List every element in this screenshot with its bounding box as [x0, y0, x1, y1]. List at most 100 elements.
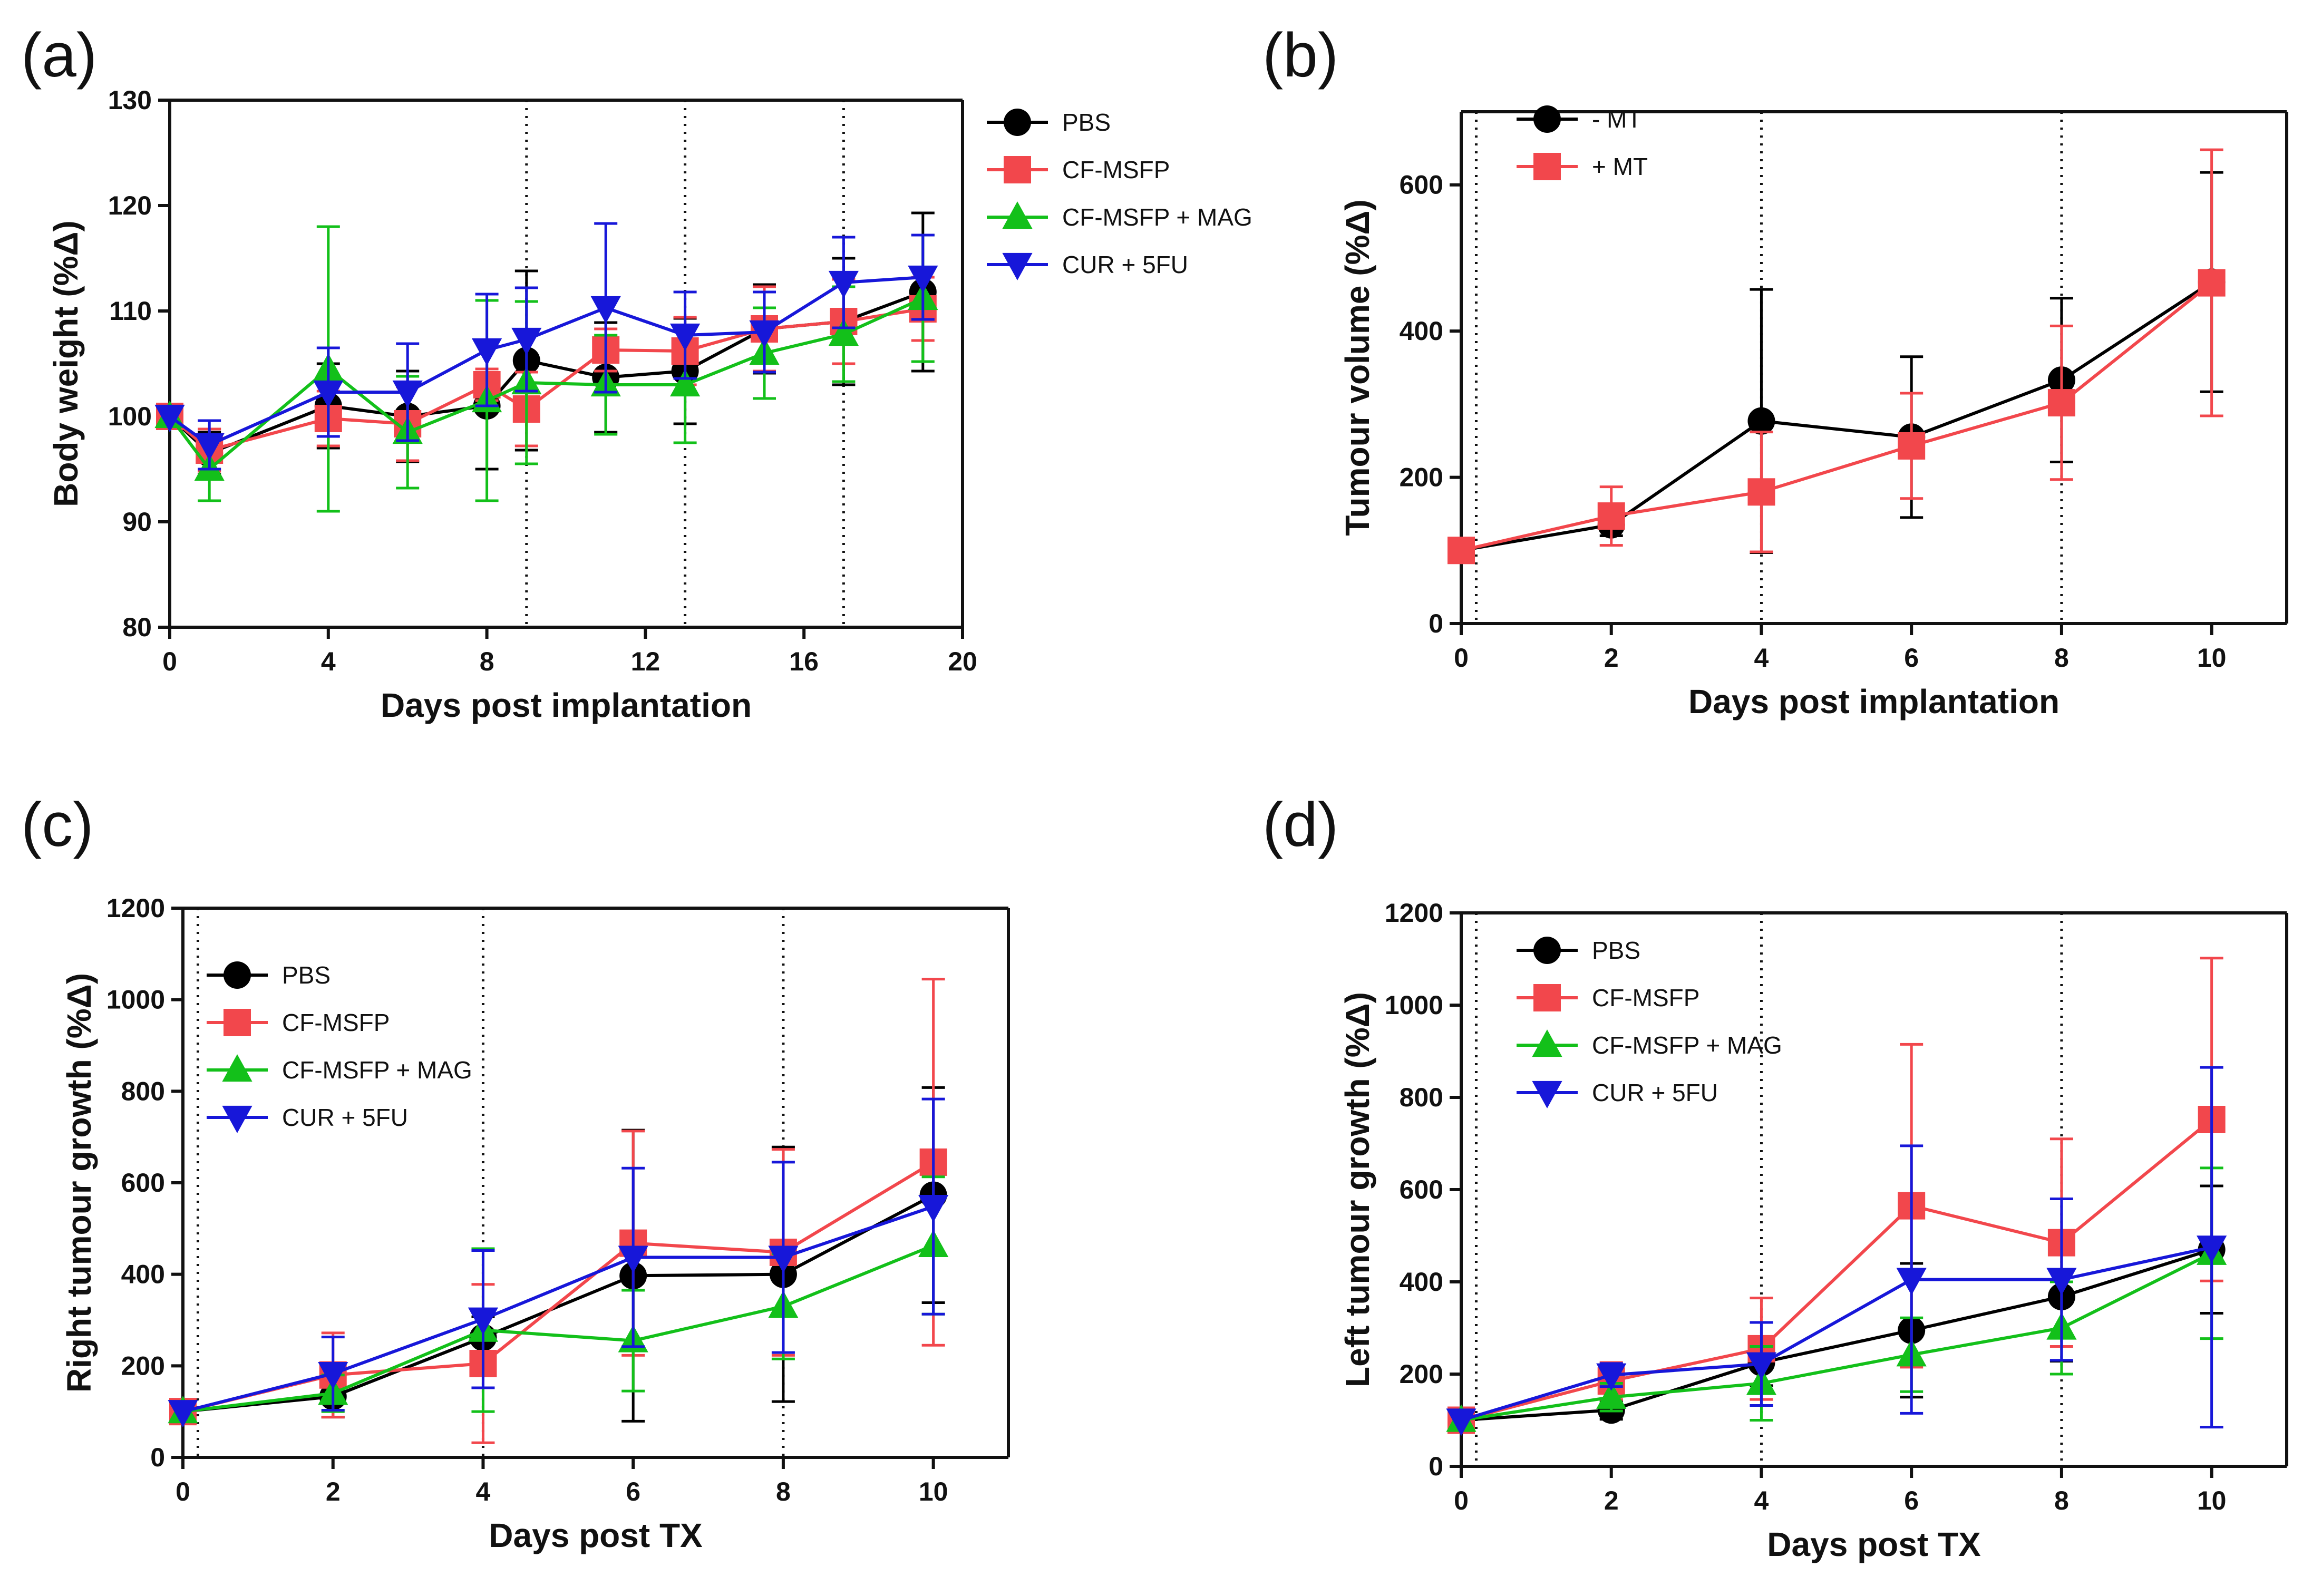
panel-b-y-tick-label: 200: [1400, 463, 1443, 492]
panel-c-legend-label: CF-MSFP: [282, 1009, 390, 1036]
panel-b-legend-marker: [1533, 105, 1561, 133]
panel-d-x-tick-label: 10: [2197, 1486, 2227, 1515]
panel-b-x-tick-label: 8: [2054, 643, 2069, 673]
panel-c-legend-entry: PBS: [207, 961, 331, 989]
panel-a-legend-marker: [1002, 201, 1033, 229]
panel-d-x-tick-label: 2: [1604, 1486, 1619, 1515]
panel-d-series-line: [1461, 1118, 2213, 1422]
panel-c-series-line: [182, 1205, 934, 1414]
panel-a-legend-label: CF-MSFP + MAG: [1062, 203, 1252, 231]
panel-d-legend-marker: [1532, 1081, 1562, 1108]
panel-b-data-point: [1448, 537, 1475, 565]
panel-c-x-axis-title: Days post TX: [489, 1516, 703, 1554]
panel-c-x-tick-label: 0: [176, 1477, 190, 1506]
panel-d-x-tick-label: 4: [1754, 1486, 1769, 1515]
panel-d-series-line: [1461, 1245, 2212, 1422]
panel-d-letter: (d): [1262, 790, 1338, 860]
panel-b-x-tick-label: 4: [1754, 643, 1769, 673]
panel-d-data-point: [1896, 1268, 1927, 1296]
panel-b-x-tick-label: 10: [2197, 643, 2227, 673]
panel-b-x-tick-label: 6: [1904, 643, 1919, 673]
panel-c-legend-entry: CF-MSFP + MAG: [207, 1054, 472, 1084]
panel-c-data-point: [168, 1400, 198, 1428]
panel-a-y-axis-title: Body weight (%Δ): [47, 220, 85, 507]
panel-c-legend-marker: [224, 1009, 251, 1036]
panel-c-x-tick-label: 2: [326, 1477, 341, 1506]
panel-d-legend-entry: CUR + 5FU: [1517, 1079, 1718, 1108]
panel-b-series-line: [1461, 280, 2213, 552]
panel-b-data-point: [2198, 269, 2226, 297]
panel-d-y-tick-label: 800: [1400, 1083, 1443, 1112]
panel-b-y-tick-label: 400: [1400, 316, 1443, 346]
panel-a-data-point: [511, 327, 542, 355]
panel-d-series-line: [1461, 1252, 2212, 1422]
panel-a-data-point: [670, 323, 701, 351]
panel-b-legend-label: + MT: [1592, 153, 1648, 180]
panel-c-y-tick-label: 1200: [106, 893, 165, 923]
panel-a-x-tick-label: 16: [789, 647, 819, 676]
panel-c-y-tick-label: 400: [121, 1260, 165, 1289]
panel-c-x-tick-label: 6: [626, 1477, 640, 1506]
panel-a-x-tick-label: 12: [631, 647, 660, 676]
panel-a-data-point: [908, 265, 938, 293]
chart-panel-d: (d) 0 2 4 6 8 10 0 200 400 600 800 1000 1200 Days pos…: [1262, 790, 2288, 1563]
chart-panel-a: (a) 0 4 8 12 16 20 80 90 100 110 120 130 Days post i…: [21, 21, 1252, 724]
panel-a-legend-entry: CF-MSFP + MAG: [987, 201, 1252, 231]
panel-c-legend-marker: [222, 1105, 252, 1133]
panel-c-data-point: [768, 1245, 799, 1273]
panel-a-legend-entry: CF-MSFP: [987, 156, 1170, 183]
panel-a-x-tick-label: 4: [321, 647, 336, 676]
panel-d-legend-marker: [1533, 984, 1561, 1011]
panel-a-y-tick-label: 120: [108, 191, 152, 220]
panel-d-legend-label: CF-MSFP: [1592, 984, 1699, 1011]
panel-d-x-tick-label: 0: [1454, 1486, 1469, 1515]
panel-d-y-tick-label: 0: [1429, 1452, 1443, 1481]
panel-a-x-tick-label: 20: [948, 647, 977, 676]
panel-c-data-point: [468, 1307, 499, 1335]
panel-d-legend-entry: CF-MSFP: [1517, 984, 1699, 1011]
panel-c-x-tick-label: 4: [476, 1477, 491, 1506]
panel-c-y-axis-title: Right tumour growth (%Δ): [60, 973, 98, 1393]
panel-b-data-point: [2047, 389, 2075, 417]
panel-a-y-tick-label: 90: [122, 507, 152, 537]
panel-d-series-line: [1461, 1248, 2212, 1422]
panel-d-legend-marker: [1533, 937, 1561, 964]
panel-a-x-tick-label: 8: [480, 647, 494, 676]
panel-d-legend-entry: PBS: [1517, 937, 1640, 964]
panel-d-data-point: [1596, 1363, 1627, 1391]
panel-a-letter: (a): [21, 21, 97, 90]
panel-c-y-tick-label: 600: [121, 1168, 165, 1198]
panel-b-letter: (b): [1262, 21, 1338, 90]
panel-c-series-line: [182, 1193, 935, 1414]
panel-a-data-point: [828, 318, 859, 346]
panel-a-y-tick-label: 110: [109, 296, 152, 326]
panel-b-y-tick-label: 600: [1400, 170, 1443, 200]
panel-b-x-tick-label: 0: [1454, 643, 1469, 673]
panel-b-data-point: [1898, 432, 1926, 460]
panel-d-x-axis-title: Days post TX: [1767, 1525, 1981, 1563]
panel-c-series-cur-5fu: [168, 1097, 949, 1428]
panel-d-y-tick-label: 1000: [1385, 990, 1443, 1020]
panel-b-data-point: [1747, 407, 1775, 435]
panel-a-legend-label: PBS: [1062, 109, 1111, 136]
panel-a-data-point: [749, 320, 780, 348]
panel-c-legend-label: CUR + 5FU: [282, 1104, 408, 1131]
panel-d-data-point: [1596, 1381, 1627, 1409]
panel-b-y-tick-label: 0: [1429, 609, 1443, 638]
panel-c-data-point: [918, 1195, 949, 1223]
panel-a-legend-marker: [1004, 156, 1031, 183]
panel-a-data-point: [828, 270, 859, 298]
panel-c-legend-entry: CF-MSFP: [207, 1009, 390, 1036]
panel-b-data-point: [1597, 502, 1625, 530]
panel-c-y-tick-label: 200: [121, 1351, 165, 1380]
panel-d-data-point: [2197, 1235, 2227, 1263]
panel-b-legend-label: - MT: [1592, 105, 1642, 133]
panel-a-series-cur-5fu: [154, 222, 938, 471]
panel-a-data-point: [154, 404, 185, 432]
panel-a-data-point: [590, 296, 621, 324]
panel-a-x-tick-label: 0: [162, 647, 177, 676]
panel-d-y-axis-title: Left tumour growth (%Δ): [1338, 992, 1376, 1387]
panel-c-data-point: [618, 1245, 648, 1273]
panel-c-y-tick-label: 800: [121, 1076, 165, 1106]
